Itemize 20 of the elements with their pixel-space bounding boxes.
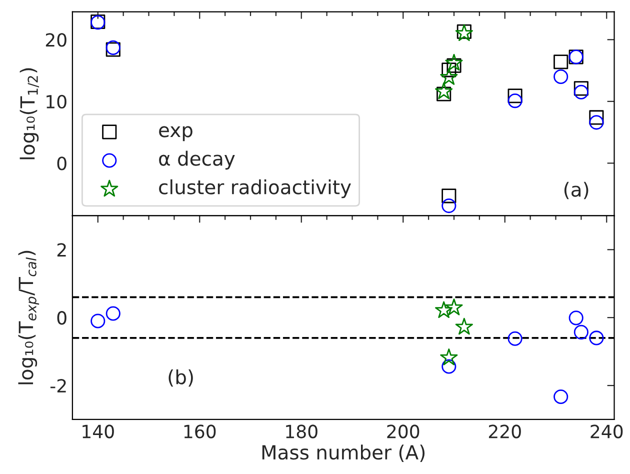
y-tick-label: 10	[46, 94, 66, 109]
y-tick-label: 2	[57, 243, 66, 256]
legend-label: cluster radioactivity	[159, 179, 351, 198]
x-tick-label: 220	[488, 424, 521, 438]
x-tick-label: 200	[387, 424, 420, 438]
annotation: (b)	[168, 369, 193, 387]
y-tick-label: 0	[57, 311, 66, 325]
x-tick-label: 180	[286, 424, 318, 438]
y-axis-title: log₁₀(T$_{1/2}$)	[20, 68, 40, 160]
x-tick-label: 240	[590, 424, 623, 438]
legend-label: α decay	[159, 150, 235, 170]
y-axis-title: log₁₀(T$_{exp}$/T$_{cal}$)	[18, 250, 40, 384]
y-tick-label: 20	[46, 33, 66, 47]
x-tick-label: 140	[82, 424, 114, 438]
x-tick-label: 160	[184, 424, 216, 438]
y-tick-label: 0	[57, 156, 66, 170]
legend-label: exp	[159, 126, 192, 142]
y-tick-label: -2	[50, 378, 66, 392]
x-axis-title: Mass number (A)	[262, 444, 425, 462]
annotation: (a)	[564, 182, 588, 200]
